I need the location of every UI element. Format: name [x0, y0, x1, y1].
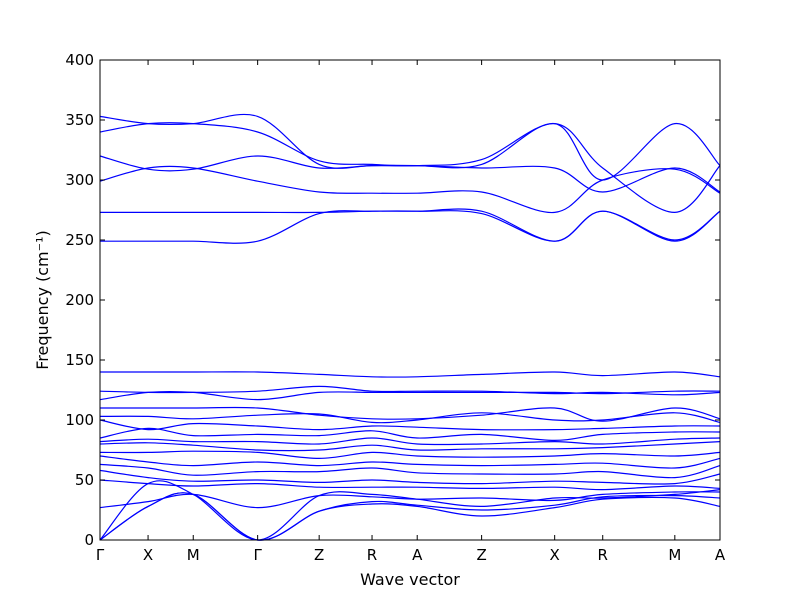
- band-line: [99, 479, 721, 491]
- x-tick-label: X: [550, 546, 560, 564]
- y-tick-label: 300: [65, 171, 94, 189]
- band-line: [99, 463, 721, 479]
- x-tick-label: A: [715, 546, 726, 564]
- x-tick-label: M: [187, 546, 200, 564]
- band-line: [99, 437, 721, 446]
- x-tick-label: Z: [476, 546, 486, 564]
- x-tick-label: R: [598, 546, 608, 564]
- band-line: [99, 390, 721, 401]
- x-tick-label: R: [367, 546, 377, 564]
- y-tick-label: 50: [75, 471, 94, 489]
- x-tick-label: M: [668, 546, 681, 564]
- x-axis-label: Wave vector: [360, 570, 460, 589]
- x-tick-label: Γ: [253, 546, 262, 564]
- x-tick-label: A: [412, 546, 423, 564]
- band-line: [99, 419, 721, 431]
- band-line: [99, 480, 721, 541]
- band-line: [100, 371, 721, 378]
- band-line: [99, 455, 721, 469]
- y-tick-label: 0: [84, 531, 94, 549]
- band-line: [99, 412, 721, 424]
- band-line: [99, 441, 721, 452]
- band-line: [99, 155, 721, 193]
- y-tick-label: 150: [65, 351, 94, 369]
- band-line: [100, 406, 721, 422]
- y-tick-label: 200: [65, 291, 94, 309]
- band-line: [99, 469, 721, 485]
- series-layer: [99, 113, 721, 541]
- x-tick-label: Z: [314, 546, 324, 564]
- band-line: [99, 427, 721, 442]
- y-axis: 0 50 100 150 200 250 300 350 400: [65, 51, 720, 549]
- band-line: [99, 208, 721, 244]
- y-tick-label: 350: [65, 111, 94, 129]
- y-axis-label: Frequency (cm⁻¹): [33, 230, 52, 369]
- band-line: [99, 165, 721, 214]
- y-tick-label: 100: [65, 411, 94, 429]
- y-tick-label: 250: [65, 231, 94, 249]
- y-tick-label: 400: [65, 51, 94, 69]
- x-tick-label: X: [143, 546, 153, 564]
- x-tick-label: Γ: [96, 546, 105, 564]
- band-line: [99, 450, 721, 460]
